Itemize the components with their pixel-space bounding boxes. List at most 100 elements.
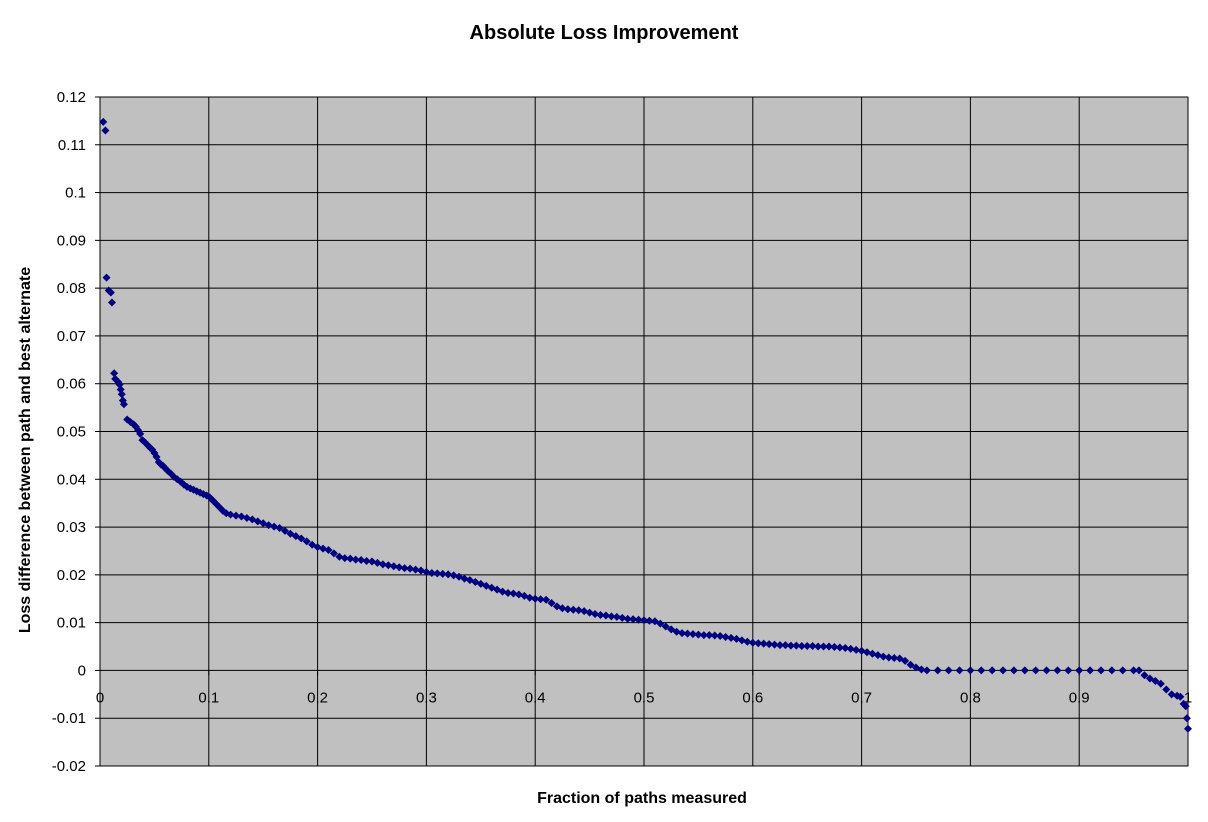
data-point xyxy=(1107,666,1116,675)
data-point xyxy=(748,638,757,647)
data-point xyxy=(438,569,447,578)
x-axis-ticks: 0 0.1 0.2 0.3 0.4 0.5 0.6 0.7 0.8 0.9 1 xyxy=(96,670,1192,706)
data-point xyxy=(433,569,442,578)
data-point xyxy=(280,526,289,535)
data-point xyxy=(721,632,730,641)
data-point xyxy=(514,590,523,599)
data-series xyxy=(99,117,1192,733)
data-point xyxy=(955,666,964,675)
data-point xyxy=(1075,666,1084,675)
data-point xyxy=(732,634,741,643)
data-point xyxy=(835,643,844,652)
data-point xyxy=(988,666,997,675)
data-point xyxy=(509,589,518,598)
data-point xyxy=(824,642,833,651)
data-point xyxy=(232,511,240,520)
data-point xyxy=(406,564,415,573)
data-point xyxy=(852,645,861,654)
data-point xyxy=(416,566,425,575)
data-point xyxy=(830,643,839,652)
x-tick-label: 0.8 xyxy=(960,689,981,706)
data-point xyxy=(618,613,627,622)
data-point xyxy=(525,593,534,602)
x-axis-label: Fraction of paths measured xyxy=(537,790,747,807)
data-point xyxy=(411,565,420,574)
data-point xyxy=(99,117,108,126)
data-point xyxy=(1053,666,1062,675)
data-point xyxy=(737,636,746,645)
data-point xyxy=(242,513,251,522)
data-point xyxy=(1064,666,1073,675)
data-point xyxy=(803,642,812,651)
data-point xyxy=(119,400,128,409)
data-point xyxy=(460,574,469,583)
data-point xyxy=(585,608,594,617)
data-point xyxy=(977,666,986,675)
data-point xyxy=(716,632,725,641)
data-point xyxy=(542,595,551,604)
data-point xyxy=(776,641,784,650)
data-point xyxy=(1184,724,1192,733)
y-tick-label: 0.08 xyxy=(57,280,86,297)
data-point xyxy=(1140,671,1149,680)
data-point xyxy=(547,599,556,608)
data-point xyxy=(400,564,409,573)
data-point xyxy=(340,554,349,563)
x-tick-label: 0.4 xyxy=(525,689,546,706)
data-point xyxy=(580,607,589,616)
data-point xyxy=(264,521,273,530)
data-point xyxy=(1176,692,1185,701)
data-point xyxy=(1096,666,1105,675)
x-tick-label: 0.1 xyxy=(198,689,219,706)
data-point xyxy=(297,534,306,543)
data-point xyxy=(792,641,801,650)
data-point xyxy=(797,642,806,651)
data-point xyxy=(1167,690,1176,699)
x-tick-label: 0.7 xyxy=(851,689,872,706)
data-point xyxy=(754,639,763,648)
x-tick-label: 0.5 xyxy=(634,689,655,706)
y-tick-label: 0.1 xyxy=(65,185,86,202)
data-point xyxy=(362,556,371,565)
data-point xyxy=(884,653,893,662)
data-point xyxy=(1156,679,1165,688)
data-point xyxy=(906,660,915,669)
data-point xyxy=(863,648,872,657)
data-point xyxy=(890,654,899,663)
data-point xyxy=(569,605,578,614)
data-point xyxy=(275,524,284,533)
data-point xyxy=(1086,666,1095,675)
data-point xyxy=(498,587,507,596)
data-point xyxy=(1182,714,1191,723)
data-point xyxy=(944,666,953,675)
data-point xyxy=(302,537,311,546)
data-point xyxy=(563,605,572,614)
data-point xyxy=(1135,666,1144,675)
x-tick-label: 0.6 xyxy=(742,689,763,706)
y-tick-label: -0.01 xyxy=(52,710,86,727)
data-point xyxy=(819,642,828,651)
data-point xyxy=(661,622,670,631)
data-point xyxy=(270,522,279,531)
data-point xyxy=(694,630,703,639)
data-point xyxy=(781,641,790,650)
data-point xyxy=(117,390,126,399)
data-point xyxy=(329,549,338,558)
data-point xyxy=(319,544,328,553)
data-point xyxy=(346,554,355,563)
data-point xyxy=(873,651,882,660)
data-point xyxy=(623,614,632,623)
data-point xyxy=(110,369,119,378)
y-axis-label: Loss difference between path and best al… xyxy=(17,267,34,633)
data-point xyxy=(136,429,145,438)
data-point xyxy=(1181,702,1190,711)
data-point xyxy=(389,562,398,571)
data-point xyxy=(743,637,752,646)
x-tick-label: 0 xyxy=(96,689,104,706)
data-point xyxy=(607,612,616,621)
data-point xyxy=(901,656,910,665)
data-point xyxy=(601,611,610,620)
data-point xyxy=(558,604,567,613)
data-point xyxy=(846,644,855,653)
data-point xyxy=(384,561,393,570)
